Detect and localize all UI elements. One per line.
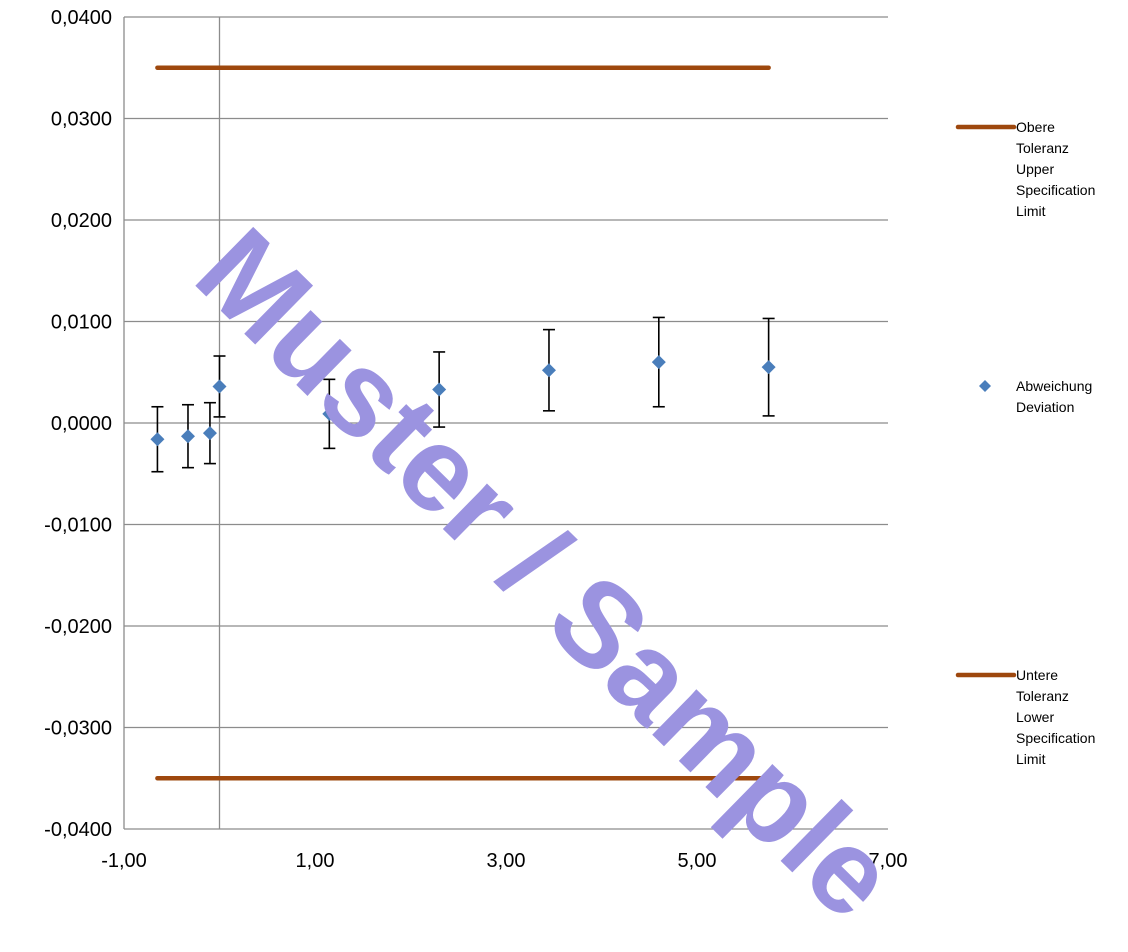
tolerance-lines xyxy=(155,65,771,781)
grid-lines xyxy=(124,16,888,830)
deviation-points xyxy=(150,355,776,447)
deviation-point xyxy=(180,429,195,444)
y-tick-label: 0,0400 xyxy=(51,7,112,29)
deviation-point xyxy=(202,426,217,441)
axes xyxy=(123,17,221,829)
deviation-point xyxy=(651,355,666,370)
watermark: Muster / Sample xyxy=(171,203,921,944)
y-tick-label: -0,0400 xyxy=(44,819,112,841)
y-tick-labels: 0,0400 0,0300 0,0200 0,0100 0,0000 -0,0100 -0,… xyxy=(44,7,112,841)
y-tick-label: -0,0100 xyxy=(44,515,112,537)
x-tick-label: 1,00 xyxy=(296,850,335,872)
deviation-point xyxy=(541,363,556,378)
deviation-point xyxy=(761,360,776,375)
deviation-point xyxy=(322,406,337,421)
x-tick-label: 7,00 xyxy=(869,850,908,872)
x-tick-label: -1,00 xyxy=(101,850,147,872)
y-tick-label: 0,0200 xyxy=(51,210,112,232)
legend-deviation-label: Abweichung Deviation xyxy=(1016,378,1092,415)
deviation-point xyxy=(432,382,447,397)
y-tick-label: 0,0300 xyxy=(51,109,112,131)
x-tick-label: 5,00 xyxy=(678,850,717,872)
legend-upper-label: Obere Toleranz Upper Specification Limit xyxy=(1016,119,1095,219)
watermark-text: Muster / Sample xyxy=(171,203,921,944)
y-tick-label: 0,0100 xyxy=(51,312,112,334)
legend-lower-label: Untere Toleranz Lower Specification Limit xyxy=(1016,667,1095,767)
y-tick-label: -0,0300 xyxy=(44,718,112,740)
deviation-point xyxy=(212,379,227,394)
legend-deviation-swatch xyxy=(979,380,991,392)
x-tick-labels: -1,00 1,00 3,00 5,00 7,00 xyxy=(101,850,907,872)
y-tick-label: 0,0000 xyxy=(51,413,112,435)
y-tick-label: -0,0200 xyxy=(44,616,112,638)
legend: Obere Toleranz Upper Specification Limit Abwe… xyxy=(955,119,1095,767)
x-tick-label: 3,00 xyxy=(487,850,526,872)
deviation-point xyxy=(150,432,165,447)
